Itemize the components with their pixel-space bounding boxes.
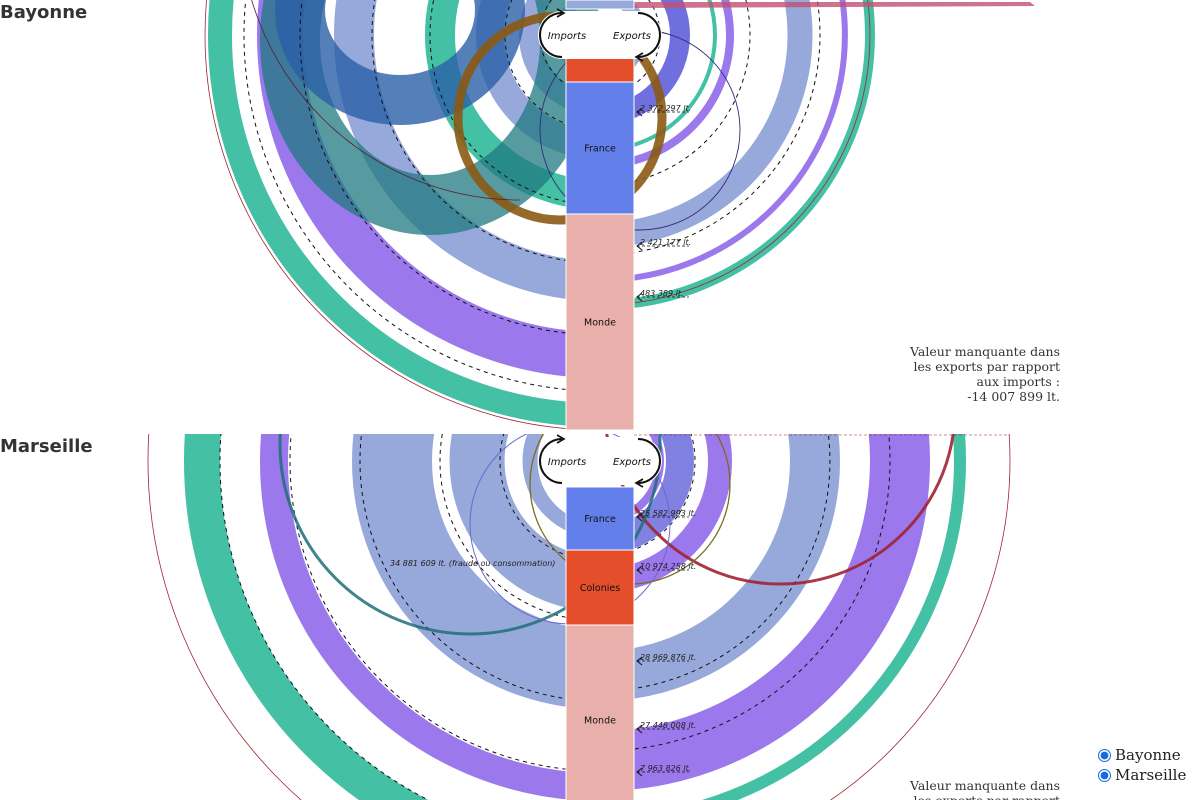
- overflow-flow-band: [634, 2, 1035, 8]
- panel-title-bayonne: Bayonne: [0, 2, 92, 23]
- bar-segment-france: [565, 81, 635, 215]
- highlight-loop: [605, 434, 955, 586]
- flow-value-label: 28 969 876 lt.: [640, 653, 696, 662]
- exports-mode-label: Exports: [613, 457, 651, 468]
- missing-note-line: aux imports :: [976, 374, 1060, 389]
- flow-value-label: 7 963 826 lt.: [640, 764, 691, 773]
- bar-segment-monde: [565, 624, 635, 800]
- mode-cap-background: [538, 437, 662, 485]
- marseille-flow-diagram: France Colonies Monde Imports Exports 25 582 …: [147, 434, 1011, 800]
- port-option-label: Marseille: [1115, 766, 1187, 784]
- import-flow-band-monde: [260, 434, 601, 800]
- highlight-loop: [278, 434, 662, 636]
- exports-cycle-arrow-icon: [637, 438, 661, 484]
- flow-guide-dashed: [599, 434, 891, 752]
- exports-arrowhead-icon: [634, 52, 644, 62]
- marseille-panel: France Colonies Monde Imports Exports 25 582 …: [0, 434, 1200, 800]
- panel-title-marseille: Marseille: [0, 436, 97, 457]
- flow-value-label: 25 582 993 lt.: [640, 509, 696, 518]
- export-flow-band-france: [599, 434, 732, 593]
- exports-arrowhead-icon: [634, 478, 644, 488]
- import-flow-band-france: [449, 434, 601, 612]
- bar-segment-label: Monde: [584, 716, 616, 727]
- missing-note-line: Valeur manquante dans: [910, 778, 1060, 793]
- bar-segment-colonies: [565, 57, 635, 83]
- bayonne-panel: France Monde Imports Exports 2 372 297 lt. 2 …: [0, 0, 1060, 431]
- flow-guide-dashed: [439, 434, 601, 622]
- flow-value-label: 27 448 008 lt.: [640, 721, 696, 730]
- bar-segment-label: France: [584, 144, 616, 155]
- port-selector: Bayonne Marseille: [1098, 745, 1186, 785]
- outline-arc: [251, 0, 521, 201]
- port-radio-bayonne[interactable]: [1098, 748, 1111, 762]
- exports-mode-label: Exports: [613, 31, 651, 42]
- bar-segment-label: France: [584, 514, 616, 525]
- bar-segment-monde: [565, 213, 635, 431]
- missing-note-line: les exports par rapport: [913, 359, 1060, 374]
- bar-segment-label: Monde: [584, 318, 616, 329]
- export-flow-band-monde: [599, 434, 930, 791]
- port-option-marseille[interactable]: Marseille: [1098, 765, 1186, 785]
- imports-arrowhead-icon: [556, 8, 566, 18]
- bar-segment-label: Colonies: [580, 583, 620, 594]
- flow-value-label: 10 974 258 lt.: [640, 562, 696, 571]
- imports-cycle-arrow-icon: [539, 438, 563, 484]
- export-flow-band-monde: [599, 0, 848, 283]
- port-option-bayonne[interactable]: Bayonne: [1098, 745, 1186, 765]
- outline-arc: [147, 434, 302, 800]
- flow-guide-dashed: [429, 0, 601, 206]
- flow-guide-dashed: [359, 434, 601, 702]
- import-flow-band-colonies: [352, 434, 601, 709]
- flow-guide-dashed: [299, 0, 601, 336]
- missing-note-line: Valeur manquante dans: [910, 344, 1060, 359]
- overlap-flow-band: [275, 0, 525, 125]
- export-flow-band-france: [599, 434, 694, 555]
- flow-value-label: 483 389 lt.: [640, 289, 684, 298]
- outline-arc: [599, 0, 871, 306]
- imports-cycle-arrow-icon: [539, 12, 563, 58]
- export-flow-band-thin: [599, 0, 717, 152]
- export-flow-band-colonies: [599, 0, 690, 125]
- import-flow-band-monde: [184, 434, 429, 800]
- flow-guide-dashed: [599, 0, 751, 186]
- imports-mode-label: Imports: [548, 457, 586, 468]
- imports-mode-label: Imports: [548, 31, 586, 42]
- export-flow-band-colonies: [599, 434, 840, 701]
- flow-guide-dashed: [599, 434, 831, 692]
- missing-value-note-bayonne: Valeur manquante dans les exports par ra…: [840, 344, 1060, 404]
- port-radio-marseille[interactable]: [1098, 768, 1111, 782]
- bar-top-stub: [565, 0, 635, 10]
- missing-note-line: -14 007 899 lt.: [967, 389, 1060, 404]
- missing-value-note-marseille: Valeur manquante dans les exports par ra…: [840, 778, 1060, 800]
- port-option-label: Bayonne: [1115, 746, 1181, 764]
- outline-arc: [829, 434, 1011, 800]
- exports-cycle-arrow-icon: [637, 12, 661, 58]
- import-flow-band-monde: [208, 0, 601, 427]
- mode-cap-background: [538, 11, 662, 59]
- flow-guide-dashed: [599, 0, 821, 256]
- fraud-value-label: 34 881 609 lt. (fraude ou consommation): [390, 559, 555, 568]
- outline-arc: [204, 0, 601, 431]
- import-flow-band-france: [334, 0, 601, 301]
- bayonne-flow-diagram: France Monde Imports Exports 2 372 297 lt. 2 …: [204, 0, 1035, 431]
- export-flow-band-france: [599, 0, 813, 248]
- imports-arrowhead-icon: [556, 434, 566, 444]
- missing-note-line: les exports par rapport: [840, 793, 1060, 800]
- flow-value-label: 2 421 177 lt.: [640, 238, 691, 247]
- flow-value-label: 2 372 297 lt.: [640, 104, 691, 113]
- bar-segment-colonies: [565, 549, 635, 626]
- export-flow-band-monde: [701, 434, 966, 800]
